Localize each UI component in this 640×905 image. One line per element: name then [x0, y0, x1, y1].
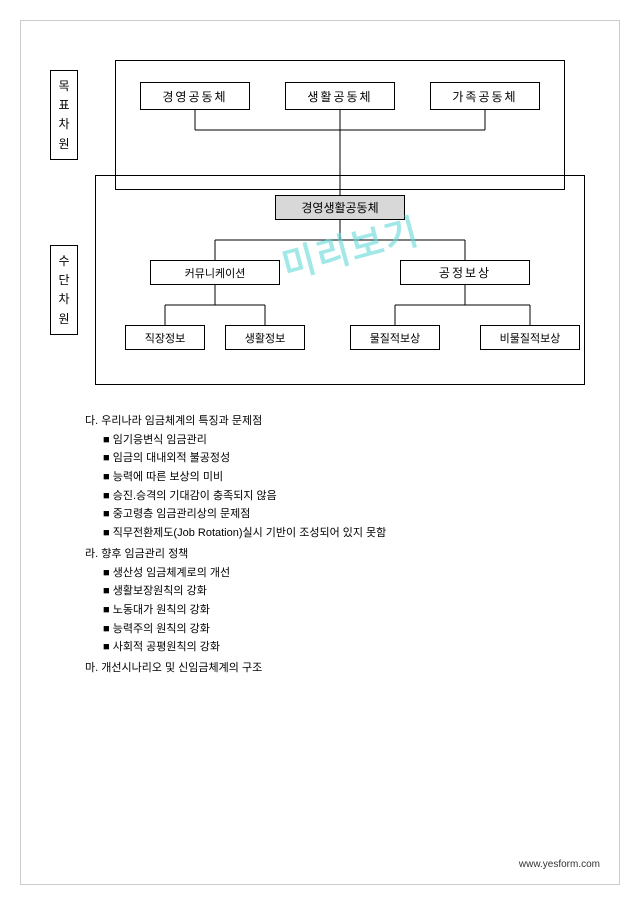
- node-bottom-1: 직장정보: [125, 325, 205, 350]
- node-bottom-4: 비물질적보상: [480, 325, 580, 350]
- text-content: 다. 우리나라 임금체계의 특징과 문제점 임기응변식 임금관리 임금의 대내외…: [85, 410, 585, 678]
- char: 차: [51, 290, 77, 309]
- node-top-2: 생활공동체: [285, 82, 395, 110]
- footer-url: www.yesform.com: [519, 859, 600, 870]
- char: 차: [51, 115, 77, 134]
- bullet-item: 능력에 따른 보상의 미비: [85, 468, 585, 487]
- node-mid-left: 커뮤니케이션: [150, 260, 280, 285]
- bullet-item: 승진.승격의 기대감이 충족되지 않음: [85, 487, 585, 506]
- char: 단: [51, 271, 77, 290]
- bullet-item: 사회적 공평원칙의 강화: [85, 638, 585, 657]
- node-center: 경영생활공동체: [275, 195, 405, 220]
- char: 원: [51, 135, 77, 154]
- char: 목: [51, 77, 77, 96]
- bullet-item: 임금의 대내외적 불공정성: [85, 449, 585, 468]
- char: 수: [51, 252, 77, 271]
- side-label-bottom: 수 단 차 원: [50, 245, 78, 335]
- side-label-top: 목 표 차 원: [50, 70, 78, 160]
- bullet-item: 직무전환제도(Job Rotation)실시 기반이 조성되어 있지 못함: [85, 524, 585, 543]
- node-bottom-2: 생활정보: [225, 325, 305, 350]
- bullet-item: 생산성 임금체계로의 개선: [85, 564, 585, 583]
- node-bottom-3: 물질적보상: [350, 325, 440, 350]
- section-ra-heading: 라. 향후 임금관리 정책: [85, 545, 585, 564]
- bullet-item: 능력주의 원칙의 강화: [85, 620, 585, 639]
- bullet-item: 노동대가 원칙의 강화: [85, 601, 585, 620]
- outer-box-top: [115, 60, 565, 190]
- node-mid-right: 공정보상: [400, 260, 530, 285]
- char: 원: [51, 310, 77, 329]
- node-top-1: 경영공동체: [140, 82, 250, 110]
- org-diagram: 목 표 차 원 수 단 차 원 경영공동체: [60, 60, 590, 390]
- bullet-item: 생활보장원칙의 강화: [85, 582, 585, 601]
- char: 표: [51, 96, 77, 115]
- node-top-3: 가족공동체: [430, 82, 540, 110]
- section-ma-heading: 마. 개선시나리오 및 신임금체계의 구조: [85, 659, 585, 678]
- section-da-heading: 다. 우리나라 임금체계의 특징과 문제점: [85, 412, 585, 431]
- bullet-item: 임기응변식 임금관리: [85, 431, 585, 450]
- bullet-item: 중고령층 임금관리상의 문제점: [85, 505, 585, 524]
